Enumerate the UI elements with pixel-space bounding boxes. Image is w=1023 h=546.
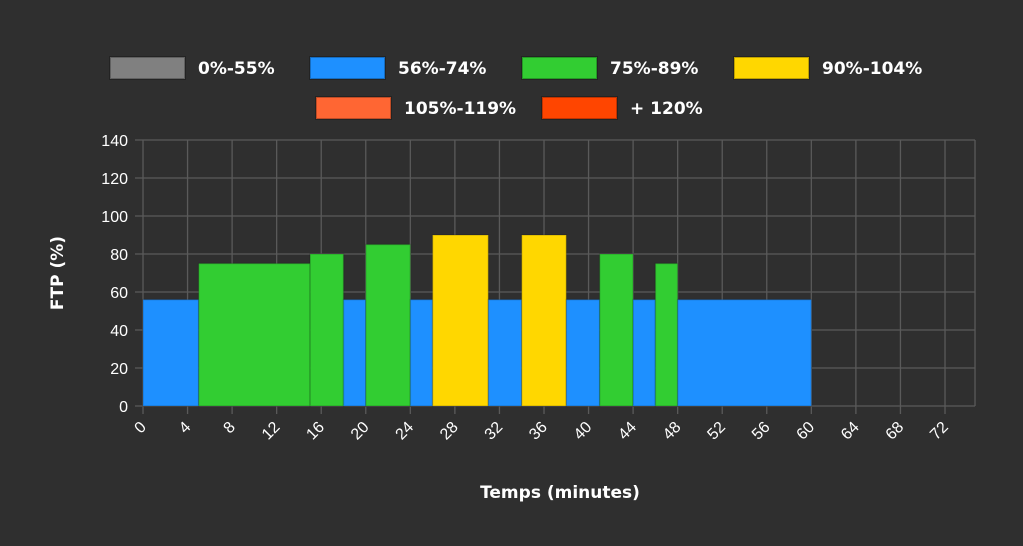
bars — [142, 234, 813, 407]
y-tick-label: 80 — [110, 247, 128, 264]
legend-label[interactable]: 56%-74% — [398, 59, 486, 79]
legend-label[interactable]: 105%-119% — [404, 99, 516, 119]
y-tick-label: 0 — [119, 399, 128, 416]
x-tick-label: 52 — [704, 419, 729, 444]
bar-segment[interactable] — [365, 243, 412, 407]
y-tick-label: 100 — [101, 209, 128, 226]
legend-label[interactable]: + 120% — [630, 99, 703, 119]
bar-segment[interactable] — [520, 234, 568, 407]
bar-segment[interactable] — [654, 262, 679, 407]
x-tick-label: 8 — [221, 419, 239, 437]
bar-segment[interactable] — [598, 253, 634, 407]
y-tick-label: 120 — [101, 171, 128, 188]
x-tick-label: 48 — [660, 419, 685, 444]
x-tick-label: 24 — [393, 419, 418, 444]
x-tick-label: 4 — [176, 419, 194, 437]
x-tick-label: 28 — [437, 419, 462, 444]
x-tick-label: 68 — [883, 419, 908, 444]
y-axis-label: FTP (%) — [48, 236, 68, 310]
bar-segment[interactable] — [197, 262, 311, 407]
x-tick-label: 40 — [571, 419, 596, 444]
bar-segment[interactable] — [431, 234, 490, 407]
x-tick-label: 72 — [927, 419, 952, 444]
y-tick-label: 60 — [110, 285, 128, 302]
legend-swatch — [315, 96, 392, 120]
legend-swatch — [309, 56, 386, 80]
x-tick-label: 16 — [303, 419, 328, 444]
x-tick-label: 20 — [348, 419, 373, 444]
bar-segment[interactable] — [342, 298, 367, 407]
bar-segment[interactable] — [309, 253, 345, 407]
legend-swatch — [541, 96, 618, 120]
bar-segment[interactable] — [565, 298, 601, 407]
x-axis-label: Temps (minutes) — [480, 483, 640, 503]
legend-swatch — [521, 56, 598, 80]
bar-segment[interactable] — [676, 298, 813, 407]
y-tick-label: 40 — [110, 323, 128, 340]
x-tick-label: 56 — [749, 419, 774, 444]
bar-segment[interactable] — [142, 298, 200, 407]
y-tick-label: 140 — [101, 133, 128, 150]
bar-segment[interactable] — [487, 298, 523, 407]
legend: 0%-55% 56%-74% 75%-89% 90%-104% 105%-119% + 1… — [109, 56, 922, 120]
legend-swatch — [109, 56, 186, 80]
bar-segment[interactable] — [409, 298, 434, 407]
legend-label[interactable]: 0%-55% — [198, 59, 275, 79]
legend-label[interactable]: 90%-104% — [822, 59, 922, 79]
x-tick-label: 12 — [259, 419, 284, 444]
legend-swatch — [733, 56, 810, 80]
x-tick-label: 44 — [615, 419, 640, 444]
x-tick-label: 32 — [482, 419, 507, 444]
x-tick-label: 60 — [794, 419, 819, 444]
x-tick-label: 36 — [526, 419, 551, 444]
bar-segment[interactable] — [632, 298, 657, 407]
y-tick-label: 20 — [110, 361, 128, 378]
x-tick-label: 0 — [132, 419, 150, 437]
legend-label[interactable]: 75%-89% — [610, 59, 698, 79]
x-tick-label: 64 — [838, 419, 863, 444]
